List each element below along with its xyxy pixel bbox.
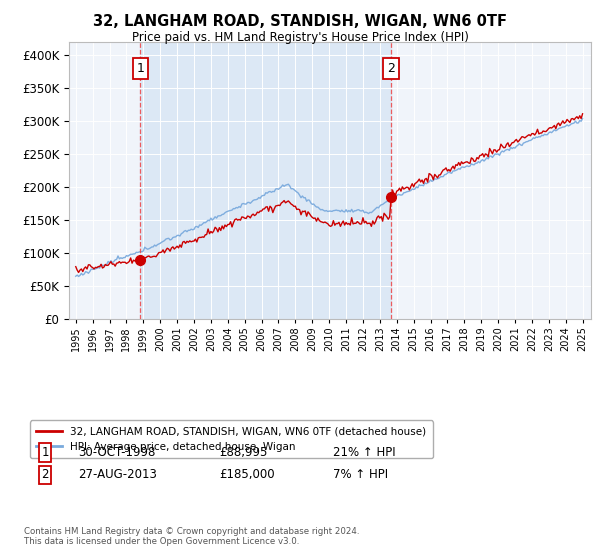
Text: 1: 1 bbox=[41, 446, 49, 459]
Text: 2: 2 bbox=[41, 468, 49, 482]
Text: 2: 2 bbox=[387, 62, 395, 75]
Text: 32, LANGHAM ROAD, STANDISH, WIGAN, WN6 0TF: 32, LANGHAM ROAD, STANDISH, WIGAN, WN6 0… bbox=[93, 14, 507, 29]
Text: £88,995: £88,995 bbox=[219, 446, 268, 459]
Text: 7% ↑ HPI: 7% ↑ HPI bbox=[333, 468, 388, 482]
Text: Contains HM Land Registry data © Crown copyright and database right 2024.
This d: Contains HM Land Registry data © Crown c… bbox=[24, 526, 359, 546]
Text: £185,000: £185,000 bbox=[219, 468, 275, 482]
Bar bbox=[140, 42, 391, 319]
Text: 30-OCT-1998: 30-OCT-1998 bbox=[78, 446, 155, 459]
Legend: 32, LANGHAM ROAD, STANDISH, WIGAN, WN6 0TF (detached house), HPI: Average price,: 32, LANGHAM ROAD, STANDISH, WIGAN, WN6 0… bbox=[30, 421, 433, 458]
Text: 21% ↑ HPI: 21% ↑ HPI bbox=[333, 446, 395, 459]
Text: 1: 1 bbox=[137, 62, 145, 75]
Text: 27-AUG-2013: 27-AUG-2013 bbox=[78, 468, 157, 482]
Text: Price paid vs. HM Land Registry's House Price Index (HPI): Price paid vs. HM Land Registry's House … bbox=[131, 31, 469, 44]
